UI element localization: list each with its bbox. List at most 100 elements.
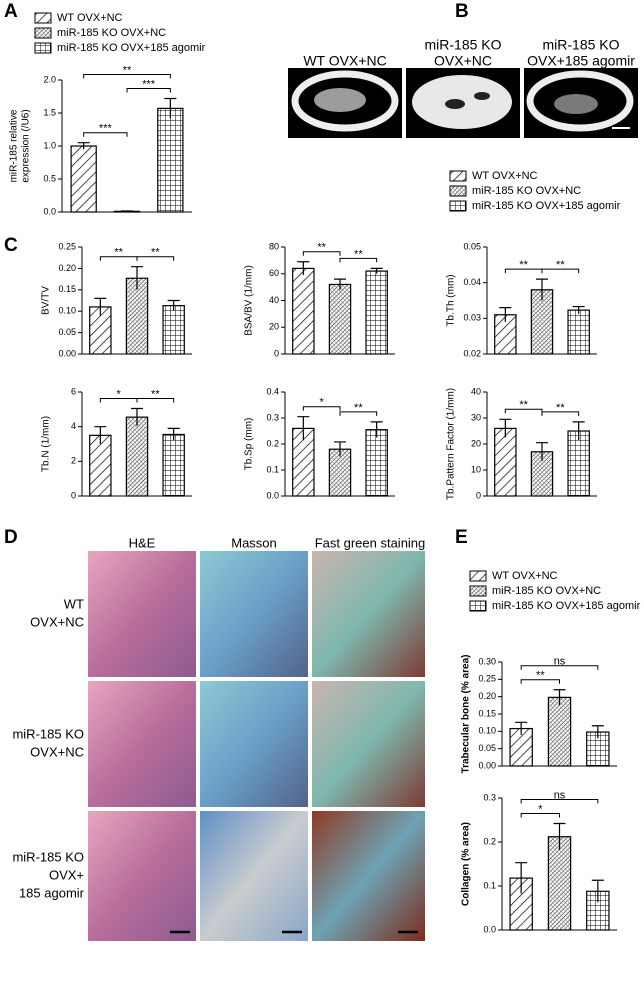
y-tick-label: 0.0	[43, 206, 56, 216]
significance-label: **	[519, 399, 528, 411]
significance-label: **	[114, 247, 123, 259]
bar	[547, 696, 572, 767]
row-label: OVX+NC	[30, 614, 84, 629]
legend-swatch	[34, 42, 52, 54]
histology-image	[200, 811, 308, 941]
legend-swatch	[449, 185, 467, 197]
significance-label: **	[123, 64, 132, 76]
bar	[157, 107, 184, 213]
bar	[162, 305, 185, 355]
histology-images	[88, 551, 425, 941]
bar	[162, 433, 185, 497]
significance-label: **	[556, 402, 565, 414]
bone-shape	[554, 94, 598, 114]
histology-image	[88, 551, 196, 677]
significance-label: *	[320, 397, 325, 409]
significance-bracket	[136, 256, 175, 261]
legend-label: miR-185 KO OVX+185 agomir	[57, 42, 206, 54]
error-bar	[77, 142, 90, 150]
legend-label: miR-185 KO OVX+185 agomir	[472, 200, 621, 212]
error-bar	[370, 267, 383, 274]
significance-label: **	[151, 388, 160, 400]
y-tick-label: 0.2	[483, 836, 496, 846]
histology-image	[88, 681, 196, 807]
error-bar	[121, 210, 133, 212]
bar	[70, 145, 97, 213]
bar	[567, 309, 590, 355]
histology-image	[312, 811, 425, 941]
y-tick-label: 1.0	[43, 140, 56, 150]
error-bar	[536, 442, 548, 461]
y-tick-label: 0.25	[58, 241, 76, 251]
bar	[292, 267, 315, 355]
significance-label: *	[117, 388, 122, 400]
y-axis-label: BSA/BV (1/mm)	[244, 265, 255, 336]
y-tick-label: 0.05	[58, 327, 76, 337]
significance-bracket	[541, 268, 580, 274]
y-tick-label: 0.30	[478, 656, 496, 666]
histology-image	[200, 681, 308, 807]
error-bar	[94, 297, 107, 316]
y-tick-label: 40	[269, 295, 279, 305]
legend-label: miR-185 KO OVX+185 agomir	[492, 600, 641, 612]
bar	[365, 270, 388, 355]
error-bar	[94, 426, 107, 444]
legend-label: miR-185 KO OVX+NC	[472, 185, 581, 197]
y-tick-label: 10	[471, 464, 481, 474]
bar-chart: 0.00.10.20.30.4Tb.Sp (mm)* **	[244, 386, 395, 500]
y-tick-label: 40	[471, 386, 481, 396]
legend-label: WT OVX+NC	[57, 12, 123, 24]
significance-label: **	[354, 248, 363, 260]
significance-bracket	[339, 257, 378, 263]
panel-label: E	[455, 527, 468, 548]
y-tick-label: 0.20	[478, 691, 496, 701]
bone-shape	[474, 92, 490, 100]
significance-label: **	[519, 259, 528, 271]
row-label: miR-185 KO	[12, 849, 84, 864]
error-bar	[499, 307, 512, 322]
bar-chart: 0.02 0.03 0.04 0.05 Tb.Th (mm) ** **	[446, 241, 597, 358]
significance-label: **	[536, 670, 545, 682]
row-label: OVX+NC	[30, 744, 84, 759]
significance-bracket	[520, 799, 599, 804]
panel-label: D	[4, 527, 18, 548]
micro-ct-images	[288, 68, 638, 138]
y-tick-label: 2	[71, 456, 76, 466]
y-axis-label: miR-185 relative	[9, 109, 20, 182]
y-tick-label: 0.00	[478, 760, 496, 770]
y-axis-label: Trabecular bone (% area)	[461, 655, 472, 774]
error-bar	[334, 278, 346, 290]
significance-bracket	[302, 251, 341, 256]
significance-bracket	[520, 679, 560, 684]
significance-bracket	[504, 408, 543, 414]
significance-label: **	[151, 247, 160, 259]
legend-swatch	[469, 570, 487, 582]
error-bar	[297, 261, 310, 276]
y-tick-label: 0.3	[266, 412, 279, 422]
significance-label: ns	[554, 656, 566, 668]
y-axis-label: Tb.Th (mm)	[446, 274, 457, 326]
y-tick-label: 6	[71, 386, 76, 396]
y-tick-label: 0	[274, 348, 279, 358]
legend-swatch	[469, 600, 487, 612]
row-label: OVX+	[49, 867, 84, 882]
bar-chart: 0 20 40 60 80 BSA/BV (1/mm) ** **	[244, 241, 395, 358]
bar	[547, 836, 572, 931]
row-label: WT	[64, 596, 84, 611]
column-label: Masson	[231, 535, 277, 550]
histology-image	[200, 551, 308, 677]
column-label: Fast green staining	[315, 535, 426, 550]
y-tick-label: 60	[269, 268, 279, 278]
y-tick-label: 1.5	[43, 107, 56, 117]
y-tick-label: 0.05	[478, 743, 496, 753]
y-tick-label: 0	[71, 490, 76, 500]
y-tick-label: 0.25	[478, 674, 496, 684]
legend-swatch	[34, 12, 52, 24]
y-tick-label: 0.2	[266, 438, 279, 448]
y-tick-label: 0.02	[463, 348, 481, 358]
significance-bracket	[302, 406, 341, 411]
y-axis-label: Tb.Pattern Factor (1/mm)	[446, 388, 457, 500]
histology-image	[312, 681, 425, 807]
error-bar	[515, 721, 528, 735]
significance-bracket	[541, 411, 580, 416]
